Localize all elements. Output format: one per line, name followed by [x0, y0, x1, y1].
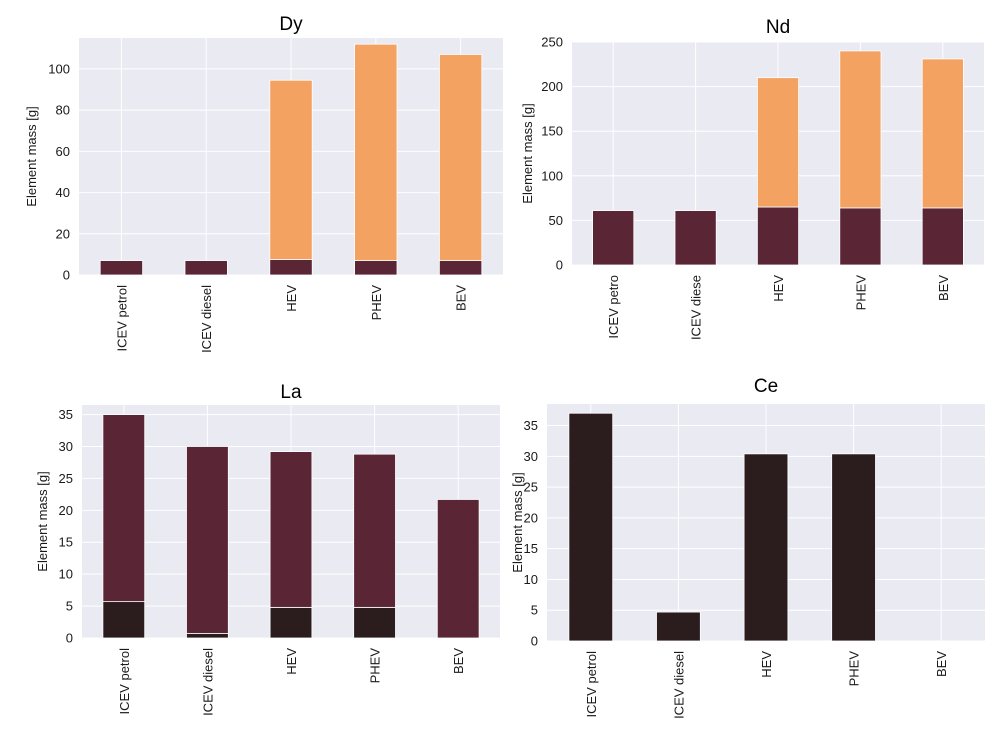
- y-tick-label: 0: [66, 631, 73, 646]
- y-axis-label: Element mass [g]: [520, 103, 535, 203]
- x-tick-label: ICEV diese: [689, 275, 704, 340]
- y-tick-label: 100: [541, 168, 563, 183]
- chart-panel-ce: 0 5 10 15 20 25 30 35 ICEV petrol ICEV diesel HEV P…: [510, 376, 985, 719]
- y-tick-label: 15: [524, 541, 538, 556]
- bar-segment: [186, 633, 229, 639]
- y-tick-label: 10: [524, 572, 538, 587]
- bar-segment: [269, 259, 313, 276]
- chart-title: Dy: [279, 14, 303, 35]
- bar-segment: [592, 210, 635, 266]
- bar-segment: [354, 43, 398, 261]
- y-tick-label: 5: [531, 603, 538, 618]
- bar-segment: [674, 210, 717, 266]
- y-tick-label: 35: [59, 407, 73, 422]
- y-tick-label: 10: [59, 567, 73, 582]
- y-axis-label: Element mass [g]: [510, 472, 525, 572]
- bar-segment: [269, 606, 313, 639]
- y-tick-label: 50: [549, 213, 563, 228]
- chart-panel-dy: 0 20 40 60 80 100 ICEV petrol ICEV diesel HEV PHE…: [24, 14, 503, 353]
- bar-segment: [743, 453, 789, 642]
- bar-segment: [757, 77, 800, 208]
- y-axis-label: Element mass [g]: [35, 471, 50, 571]
- x-tick-label: ICEV diesel: [200, 648, 215, 716]
- x-tick-label: PHEV: [369, 285, 384, 321]
- x-tick-label: ICEV petro: [606, 275, 621, 339]
- bar-segment: [102, 601, 146, 639]
- y-axis-label: Element mass [g]: [24, 106, 39, 206]
- y-tick-label: 200: [541, 79, 563, 94]
- y-tick-label: 0: [531, 634, 538, 649]
- bar-segment: [269, 451, 313, 608]
- bar-segment: [757, 206, 800, 266]
- bar-segment: [656, 611, 701, 642]
- x-tick-label: BEV: [934, 651, 949, 677]
- bar-segment: [436, 499, 480, 639]
- bar-segment: [184, 260, 228, 276]
- bar-segment: [839, 207, 882, 266]
- y-tick-label: 40: [56, 185, 70, 200]
- x-tick-label: HEV: [771, 275, 786, 302]
- y-tick-label: 20: [56, 226, 70, 241]
- y-tick-label: 250: [541, 35, 563, 50]
- x-tick-label: BEV: [454, 285, 469, 311]
- chart-title: Nd: [766, 17, 790, 38]
- x-tick-label: PHEV: [847, 651, 862, 687]
- y-tick-label: 30: [524, 449, 538, 464]
- x-tick-label: PHEV: [853, 275, 868, 311]
- bar-segment: [269, 79, 313, 260]
- x-tick-label: ICEV diesel: [671, 651, 686, 719]
- y-tick-label: 25: [59, 471, 73, 486]
- chart-title: La: [280, 382, 302, 403]
- x-tick-label: PHEV: [368, 648, 383, 684]
- y-tick-label: 0: [63, 268, 70, 283]
- y-tick-label: 30: [59, 439, 73, 454]
- bar-segment: [921, 58, 964, 209]
- y-tick-label: 60: [56, 144, 70, 159]
- x-tick-label: HEV: [759, 651, 774, 678]
- bar-segment: [831, 453, 876, 642]
- y-tick-label: 80: [56, 103, 70, 118]
- bar-segment: [568, 412, 614, 642]
- bar-segment: [921, 207, 964, 266]
- y-tick-label: 100: [48, 61, 70, 76]
- x-tick-label: ICEV petrol: [584, 651, 599, 718]
- y-tick-label: 5: [66, 599, 73, 614]
- chart-title: Ce: [754, 376, 778, 397]
- chart-panel-nd: 0 50 100 150 200 250 ICEV petro ICEV diese HEV PH…: [520, 17, 984, 340]
- x-tick-label: BEV: [936, 275, 951, 301]
- x-tick-label: HEV: [284, 648, 299, 675]
- y-tick-label: 35: [524, 418, 538, 433]
- y-tick-label: 25: [524, 480, 538, 495]
- bar-segment: [186, 446, 229, 634]
- bar-segment: [354, 260, 398, 276]
- chart-panel-la: 0 5 10 15 20 25 30 35 ICEV petrol ICEV diesel HEV P…: [35, 382, 500, 716]
- y-tick-label: 0: [556, 258, 563, 273]
- y-tick-label: 20: [59, 503, 73, 518]
- bar-segment: [102, 414, 146, 603]
- y-tick-label: 20: [524, 510, 538, 525]
- x-tick-label: HEV: [284, 285, 299, 312]
- bar-segment: [353, 453, 396, 608]
- x-tick-label: BEV: [451, 648, 466, 674]
- bar-segment: [353, 606, 396, 639]
- bar-segment: [839, 50, 882, 209]
- y-tick-label: 15: [59, 535, 73, 550]
- bar-segment: [438, 260, 483, 276]
- x-tick-label: ICEV petrol: [114, 285, 129, 352]
- x-tick-label: ICEV petrol: [117, 648, 132, 715]
- x-tick-label: ICEV diesel: [199, 285, 214, 353]
- y-tick-label: 150: [541, 124, 563, 139]
- bar-segment: [438, 54, 483, 261]
- bar-segment: [99, 260, 143, 276]
